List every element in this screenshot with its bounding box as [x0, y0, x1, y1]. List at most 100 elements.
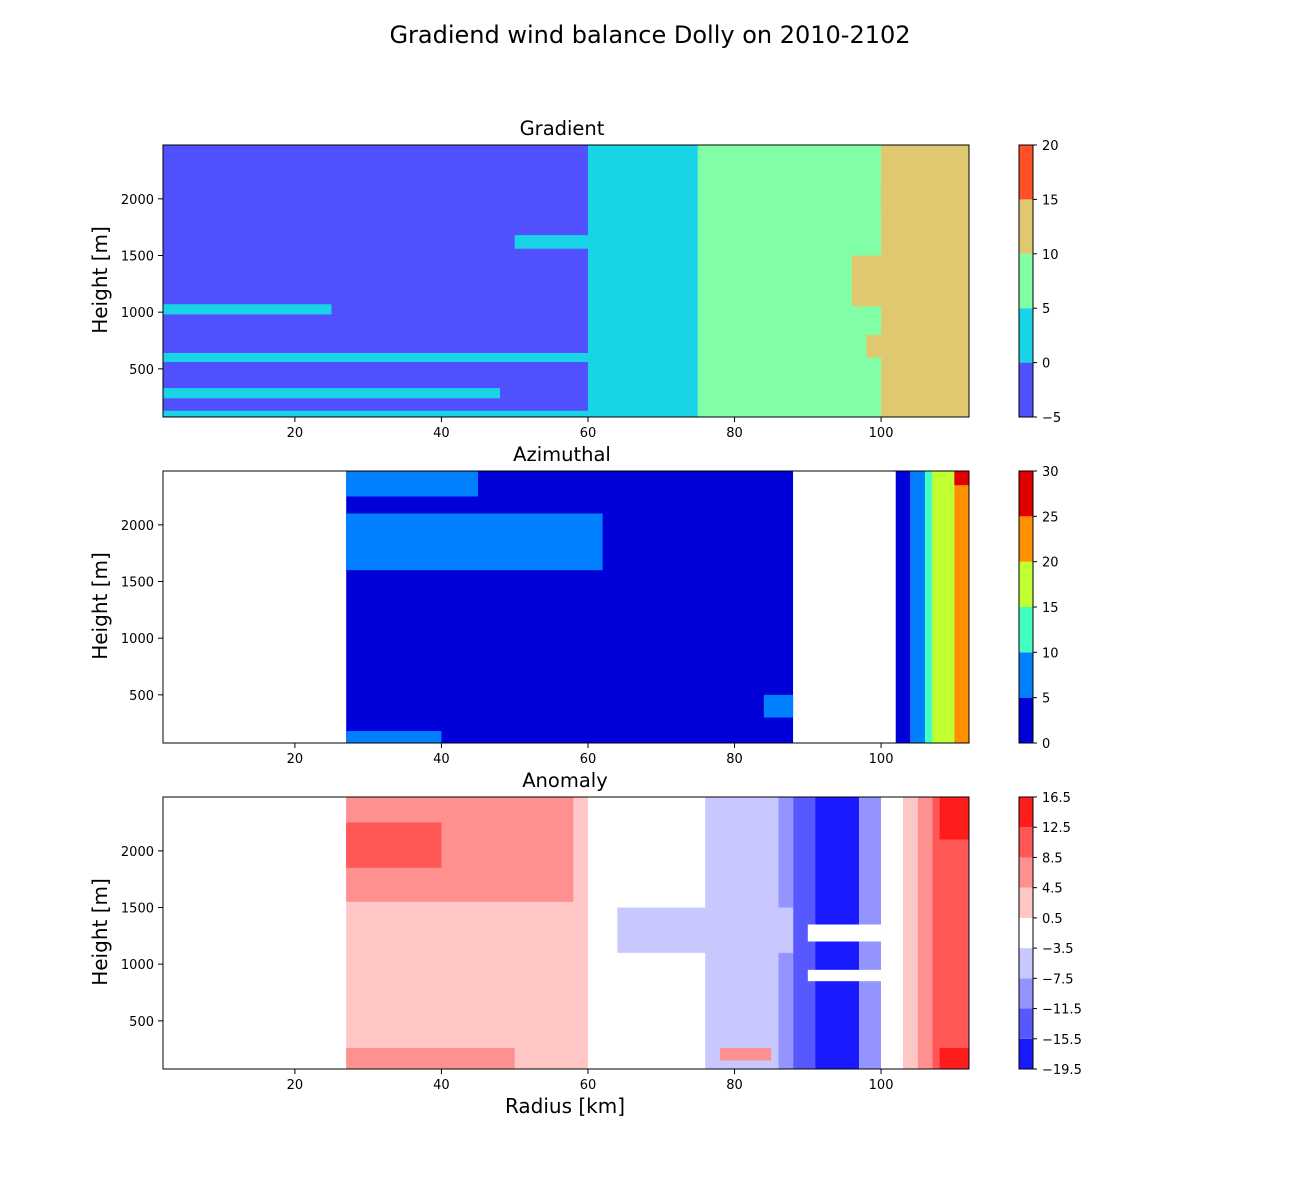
colorbar-tick-label-3: 10 [1042, 248, 1059, 263]
colorbar-tick-label-7: 8.5 [1042, 851, 1063, 866]
y-tick-label-2000: 2000 [121, 193, 154, 208]
contour-band-9 [917, 797, 933, 1069]
colorbar-tick-label-6: 30 [1042, 465, 1059, 480]
colorbar-tick-label-4: 15 [1042, 193, 1059, 208]
contour-blob-3 [163, 304, 332, 315]
contour-blob-5 [807, 969, 882, 982]
x-axis-label-radius: Radius [km] [505, 1094, 625, 1118]
x-tick-label-60: 60 [580, 752, 597, 767]
contour-band-1 [793, 471, 896, 743]
colorbar-segment-5 [1019, 471, 1033, 517]
contour-plot-azimuthal: 20 40 60 80 100 500 1000 1500 2000 [121, 470, 970, 767]
colorbar-segment-2 [1019, 607, 1033, 653]
colorbar-segment-2 [1019, 978, 1033, 1009]
contour-blob-5 [851, 255, 969, 307]
plot-frame [162, 144, 970, 418]
panel-gradient: Gradient Height [m] 20 40 60 80 100500100015… [88, 117, 1061, 441]
x-tick-label-80: 80 [726, 1078, 743, 1093]
x-tick-label-40: 40 [433, 752, 450, 767]
contour-blob-6 [719, 1048, 772, 1061]
y-axis-label-anomaly: Height [m] [88, 878, 112, 986]
colorbar-segment-3 [1019, 948, 1033, 979]
y-tick-label-1500: 1500 [121, 250, 154, 265]
contour-band-2 [697, 145, 882, 417]
contour-band-0 [346, 471, 794, 743]
panel-anomaly: Anomaly Height [m] Radius [km] 20 40 60 80 1… [88, 769, 1082, 1118]
x-tick-label-20: 20 [287, 1078, 304, 1093]
y-tick-label-2000: 2000 [121, 519, 154, 534]
contour-band-5 [932, 471, 955, 743]
contour-blob-7 [939, 797, 969, 840]
colorbar-segment-6 [1019, 857, 1033, 888]
colorbar-segment-7 [1019, 827, 1033, 858]
contour-blob-3 [617, 907, 794, 953]
colorbar-segment-1 [1019, 308, 1033, 363]
plot-frame [162, 796, 970, 1070]
contour-band-7 [881, 797, 904, 1069]
contour-blob-7 [881, 187, 969, 211]
colorbar-segment-8 [1019, 797, 1033, 828]
colorbar-segment-5 [1019, 887, 1033, 918]
contour-blob-8 [939, 1048, 969, 1069]
colorbar-tick-label-6: 4.5 [1042, 882, 1063, 897]
contour-blob-4 [807, 924, 882, 942]
x-tick-label-60: 60 [580, 426, 597, 441]
colorbar-segment-1 [1019, 1008, 1033, 1039]
contour-band-4 [925, 471, 933, 743]
x-tick-label-100: 100 [869, 1078, 894, 1093]
contour-blob-4 [514, 235, 662, 249]
colorbar-segment-1 [1019, 652, 1033, 698]
x-tick-label-40: 40 [433, 1078, 450, 1093]
contour-blob-0 [346, 513, 603, 571]
contour-band-0 [163, 145, 588, 417]
colorbar-tick-label-0: −19.5 [1042, 1063, 1082, 1078]
panel-title-gradient: Gradient [520, 117, 605, 140]
y-tick-label-1000: 1000 [121, 306, 154, 321]
colorbar-segment-4 [1019, 917, 1033, 949]
colorbar-azimuthal: 0 5 10 15 20 25 30 [1018, 465, 1059, 752]
colorbar-segment-4 [1019, 516, 1033, 562]
contour-band-3 [910, 471, 926, 743]
contour-blob-2 [163, 352, 588, 363]
colorbar-tick-label-1: −15.5 [1042, 1033, 1082, 1048]
colorbar-tick-label-5: 0.5 [1042, 912, 1063, 927]
panel-title-azimuthal: Azimuthal [513, 443, 611, 466]
y-axis-label-gradient: Height [m] [88, 226, 112, 334]
y-axis-label-azimuthal: Height [m] [88, 552, 112, 660]
y-tick-label-1000: 1000 [121, 632, 154, 647]
colorbar-tick-label-2: 10 [1042, 646, 1059, 661]
panel-azimuthal: Azimuthal Height [m] 20 40 60 80 10050010001… [88, 443, 1059, 767]
colorbar-tick-label-4: −3.5 [1042, 942, 1074, 957]
colorbar-tick-label-3: 15 [1042, 601, 1059, 616]
contour-band-4 [793, 797, 816, 1069]
x-tick-label-80: 80 [726, 752, 743, 767]
contour-plot-anomaly: 20 40 60 80 100 500 1000 1500 2000 [121, 796, 970, 1093]
contour-blob-1 [346, 822, 442, 868]
contour-band-2 [895, 471, 911, 743]
x-tick-label-20: 20 [287, 752, 304, 767]
x-tick-label-80: 80 [726, 426, 743, 441]
x-tick-label-60: 60 [580, 1078, 597, 1093]
contour-band-10 [932, 797, 969, 1069]
x-tick-label-100: 100 [869, 426, 894, 441]
plot-frame [162, 470, 970, 744]
colorbar-segment-0 [1019, 1038, 1033, 1069]
colorbar-tick-label-0: −5 [1042, 411, 1061, 426]
y-tick-label-1000: 1000 [121, 958, 154, 973]
colorbar-segment-0 [1019, 697, 1033, 743]
y-tick-label-1500: 1500 [121, 576, 154, 591]
colorbar-tick-label-2: 5 [1042, 302, 1050, 317]
colorbar-tick-label-5: 25 [1042, 510, 1059, 525]
colorbar-segment-0 [1019, 362, 1033, 417]
colorbar-segment-3 [1019, 561, 1033, 607]
colorbar-tick-label-8: 12.5 [1042, 821, 1071, 836]
panel-title-anomaly: Anomaly [522, 769, 608, 792]
colorbar-anomaly: −19.5 −15.5 −11.5 −7.5 −3.5 0.5 4.5 8.5 12.5 16.5 [1018, 791, 1082, 1078]
contour-band-6 [954, 471, 969, 743]
colorbar-segment-4 [1019, 145, 1033, 200]
x-tick-label-40: 40 [433, 426, 450, 441]
contour-blob-6 [866, 334, 969, 358]
colorbar-tick-label-3: −7.5 [1042, 972, 1074, 987]
contour-blob-0 [163, 410, 610, 417]
